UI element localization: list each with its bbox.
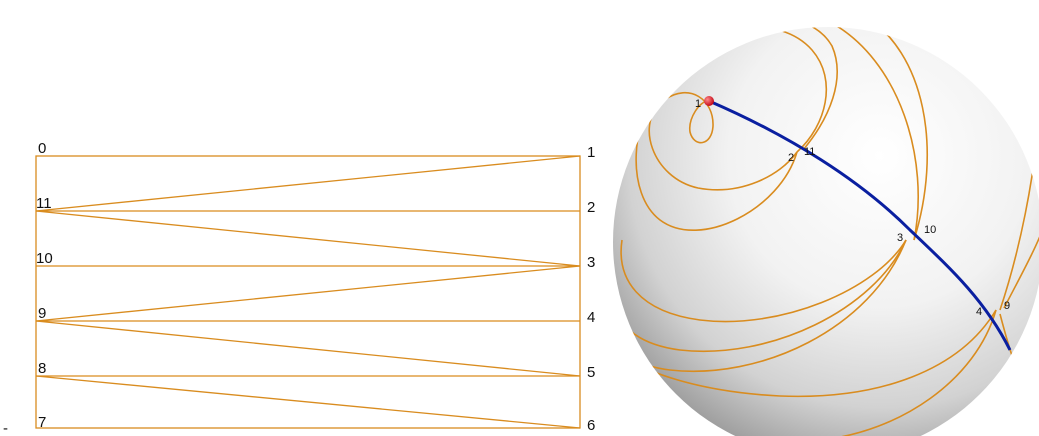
strip-label-6: 6 [587, 417, 595, 434]
sphere-diagram: 1 2 11 3 10 4 9 [613, 27, 1039, 436]
strip-label-1r: 1 [587, 144, 595, 161]
strip-right-labels: 1 2 3 4 5 6 [587, 144, 595, 434]
strip-label-8: 8 [38, 360, 46, 377]
corner-mark: - [3, 420, 8, 436]
strip-label-2: 2 [587, 199, 595, 216]
sphere-point-labels: 1 2 11 3 10 4 9 [695, 98, 1010, 318]
strip-label-5: 5 [587, 364, 595, 381]
strip-label-0: 0 [38, 140, 46, 157]
spiral-curve-4b [819, 309, 997, 436]
sphere-label-2: 2 [788, 152, 794, 164]
sphere-label-11: 11 [804, 146, 815, 158]
geodesic-path [708, 99, 1012, 351]
strip-diagram [35, 155, 581, 429]
strip-border [35, 155, 581, 429]
spiral-curve-3d [729, 27, 920, 241]
diagonal-11-1 [35, 155, 581, 212]
strip-left-labels: 0 11 10 9 8 7 [36, 140, 53, 431]
diagonal-8-6 [35, 375, 581, 429]
sphere-label-3: 3 [897, 232, 903, 244]
spiral-curve-3a [620, 239, 907, 323]
diagonal-9-5 [35, 320, 581, 377]
sphere-label-10: 10 [924, 224, 936, 236]
sphere [613, 27, 1039, 436]
sphere-label-4: 4 [976, 306, 982, 318]
sphere-label-1: 1 [695, 98, 701, 110]
strip-label-4: 4 [587, 309, 595, 326]
diagonal-11-3 [35, 210, 581, 267]
sphere-label-9: 9 [1004, 300, 1010, 312]
spiral-curve-4d [1003, 219, 1039, 309]
diagonal-9-3 [35, 265, 581, 322]
strip-label-7: 7 [38, 414, 46, 431]
strip-label-9: 9 [38, 305, 46, 322]
strip-label-11: 11 [36, 195, 52, 212]
strip-label-10: 10 [36, 250, 53, 267]
start-point [704, 96, 714, 106]
strip-label-3: 3 [587, 254, 595, 271]
spiral-curve-inner [648, 91, 798, 191]
